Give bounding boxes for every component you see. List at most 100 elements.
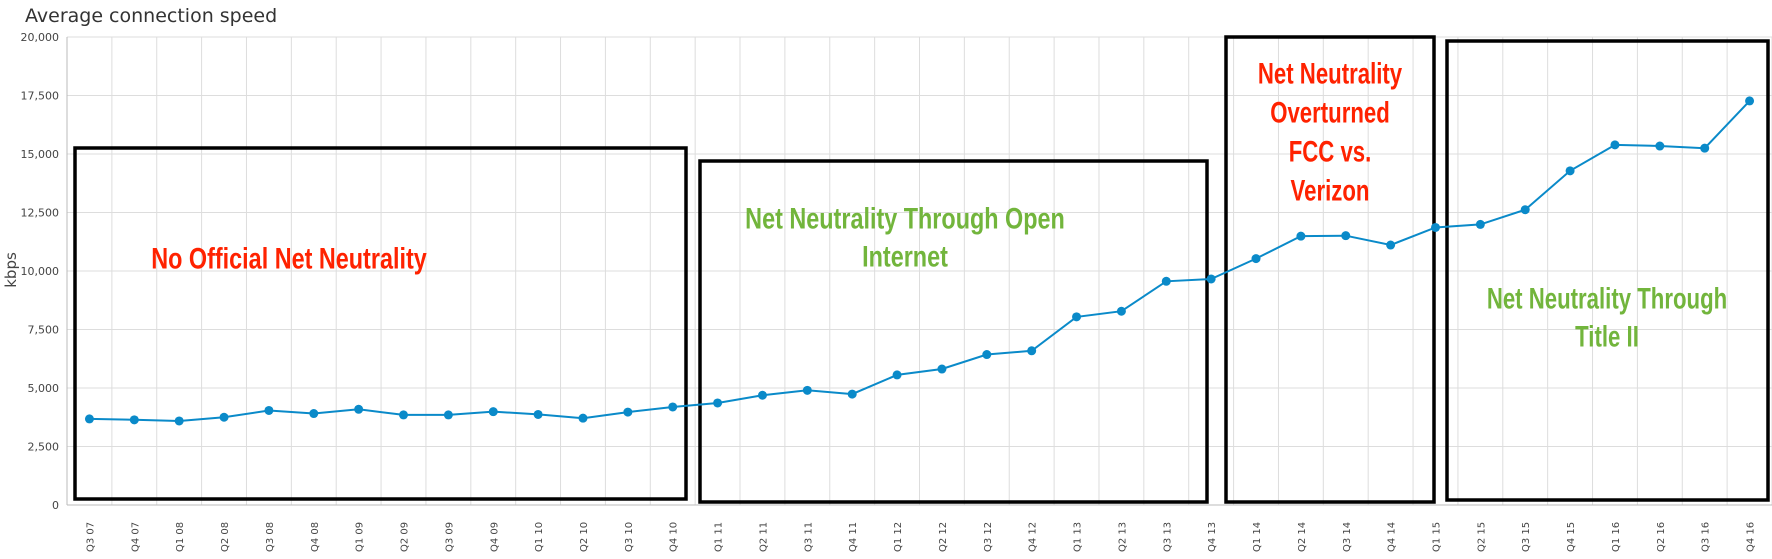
y-tick-label: 2,500 [28, 441, 60, 454]
annotation-box [1224, 35, 1436, 504]
x-tick-label: Q3 15 [1521, 522, 1532, 552]
annotation-text: No Official Net Neutrality [151, 242, 427, 275]
annotation-text: FCC vs. [1289, 134, 1372, 168]
data-point [1745, 96, 1755, 106]
data-point [1027, 346, 1037, 356]
series-speed [84, 96, 1755, 426]
data-point [354, 404, 364, 414]
x-tick-label: Q3 11 [803, 522, 814, 552]
data-point [1610, 140, 1620, 150]
grid [66, 36, 1772, 506]
y-tick-label: 10,000 [21, 265, 60, 278]
annotation-group: Net Neutrality Through Title II [1487, 281, 1727, 353]
x-tick-label: Q4 11 [848, 522, 859, 552]
series-line [89, 100, 1751, 423]
x-tick-label: Q3 13 [1162, 522, 1173, 552]
annotation-text: Net Neutrality Through Open [745, 202, 1065, 235]
x-tick-label: Q4 09 [489, 522, 500, 552]
x-tick-label: Q2 13 [1117, 522, 1128, 552]
annotation-text: Net Neutrality [1258, 56, 1403, 90]
annotation-texts: No Official Net Neutrality Net Neutrality… [151, 56, 1727, 353]
annotation-text: Title II [1575, 319, 1639, 353]
y-tick-label: 12,500 [21, 207, 60, 220]
y-axis-label: kbps [2, 252, 20, 288]
data-point [1520, 205, 1530, 215]
data-point [1161, 276, 1171, 286]
annotation-box [73, 146, 688, 501]
annotation-group: Net Neutrality Through Open Internet [745, 202, 1065, 273]
data-point [1296, 231, 1306, 241]
data-point [219, 412, 229, 422]
chart-title: Average connection speed [25, 5, 277, 27]
x-tick-label: Q4 16 [1746, 522, 1757, 552]
annotation-group: Net Neutrality Overturned FCC vs. Verizon [1258, 56, 1403, 207]
data-point [1206, 274, 1216, 284]
x-tick-label: Q1 12 [893, 522, 904, 552]
x-tick-label: Q2 08 [220, 522, 231, 552]
y-tick-label: 7,500 [28, 324, 60, 337]
x-tick-label: Q2 15 [1476, 522, 1487, 552]
data-point [174, 416, 184, 426]
annotation-box [698, 159, 1209, 504]
data-point [84, 414, 94, 424]
data-point [533, 409, 543, 419]
x-tick-label: Q1 14 [1252, 522, 1263, 552]
x-tick-label: Q3 16 [1701, 522, 1712, 552]
x-tick-label: Q3 14 [1342, 522, 1353, 552]
data-point [937, 364, 947, 374]
data-point [1116, 306, 1126, 316]
x-tick-label: Q1 09 [355, 522, 366, 552]
annotation-box [1445, 39, 1770, 502]
data-point [309, 409, 319, 419]
data-point [1700, 143, 1710, 153]
data-point [713, 398, 723, 408]
x-tick-label: Q1 16 [1611, 522, 1622, 552]
x-tick-label: Q4 14 [1387, 522, 1398, 552]
x-tick-labels: Q3 07 Q4 07 Q1 08 Q2 08 Q3 08 Q4 08 Q1 09 Q2 09… [85, 522, 1756, 552]
x-tick-label: Q2 09 [400, 522, 411, 552]
data-point [1475, 219, 1485, 229]
x-tick-label: Q1 15 [1431, 522, 1442, 552]
data-point [982, 350, 992, 360]
x-tick-label: Q1 08 [175, 522, 186, 552]
annotation-text: Internet [862, 240, 948, 273]
data-point [623, 407, 633, 417]
annotation-text: Net Neutrality Through [1487, 281, 1727, 315]
x-tick-label: Q4 10 [669, 522, 680, 552]
x-tick-label: Q1 11 [714, 522, 725, 552]
x-tick-label: Q4 08 [310, 522, 321, 552]
x-tick-label: Q2 14 [1297, 522, 1308, 552]
y-tick-label: 5,000 [28, 382, 60, 395]
data-point [1386, 240, 1396, 250]
data-point [264, 405, 274, 415]
data-point [129, 415, 139, 425]
y-tick-label: 15,000 [21, 148, 60, 161]
x-tick-label: Q3 09 [444, 522, 455, 552]
x-tick-label: Q4 15 [1566, 522, 1577, 552]
x-tick-label: Q3 08 [265, 522, 276, 552]
x-tick-label: Q4 12 [1028, 522, 1039, 552]
data-point [1430, 222, 1440, 232]
y-tick-label: 20,000 [21, 31, 60, 44]
x-tick-label: Q2 12 [938, 522, 949, 552]
x-tick-label: Q2 10 [579, 522, 590, 552]
x-tick-label: Q2 16 [1656, 522, 1667, 552]
data-point [1341, 231, 1351, 241]
data-point [668, 402, 678, 412]
x-tick-label: Q3 07 [85, 522, 96, 552]
annotation-boxes [73, 35, 1770, 504]
data-point [443, 410, 453, 420]
x-tick-label: Q1 13 [1073, 522, 1084, 552]
x-tick-label: Q4 07 [130, 522, 141, 552]
data-point [399, 410, 409, 420]
data-point [892, 370, 902, 380]
y-tick-label: 17,500 [21, 90, 60, 103]
x-tick-label: Q1 10 [534, 522, 545, 552]
data-point [1072, 312, 1082, 322]
x-tick-label: Q2 11 [758, 522, 769, 552]
annotation-text: Verizon [1291, 173, 1370, 207]
data-point [488, 407, 498, 417]
data-point [802, 385, 812, 395]
annotation-group: No Official Net Neutrality [151, 242, 427, 275]
